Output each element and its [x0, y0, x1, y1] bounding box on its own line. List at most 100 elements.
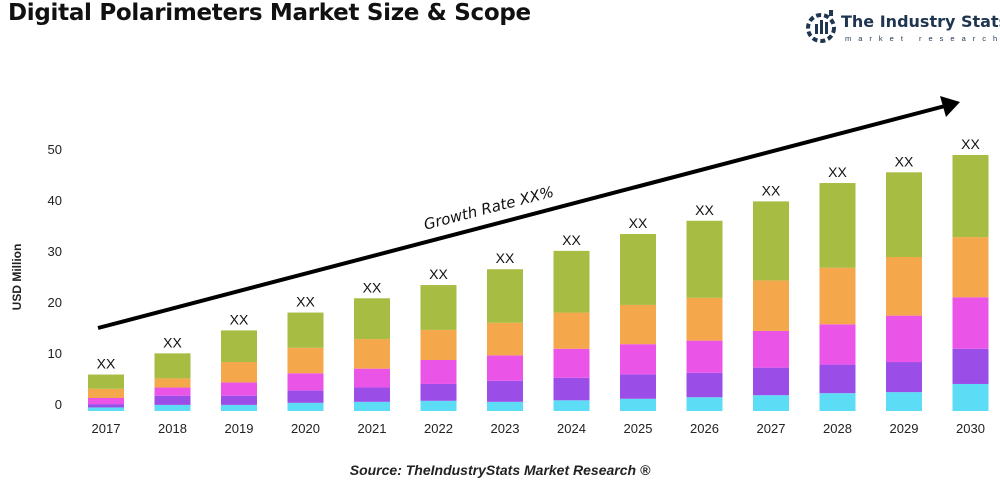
bar-segment [287, 402, 324, 411]
bar-segment [88, 374, 124, 389]
bar-segment [287, 347, 324, 374]
data-label: XX [762, 182, 781, 198]
x-tick-label: 2023 [491, 421, 520, 436]
bar-segment [88, 397, 124, 405]
bar-segment [287, 390, 324, 403]
bar-segment [354, 387, 390, 402]
data-label: XX [828, 164, 847, 180]
logo: The Industry Stats market research [805, 8, 1000, 48]
data-label: XX [629, 215, 648, 231]
x-tick-label: 2029 [890, 421, 919, 436]
bar-segment [886, 392, 922, 411]
bar-segment [487, 380, 523, 402]
y-tick-label: 10 [48, 346, 62, 361]
data-label: XX [230, 311, 249, 327]
page-title: Digital Polarimeters Market Size & Scope [8, 0, 531, 26]
bar-segment [221, 362, 257, 383]
bar-segment [354, 298, 390, 340]
bar-segment [420, 360, 457, 384]
growth-arrow [97, 96, 960, 330]
data-label: XX [363, 279, 382, 295]
data-label: XX [496, 250, 515, 266]
bar-segment [819, 364, 856, 394]
bar-segment [819, 393, 856, 411]
bar-segment [952, 237, 989, 298]
bar-segment [686, 372, 723, 398]
bar-segment [952, 154, 989, 238]
bar-segment [420, 383, 457, 401]
bar-segment [221, 395, 257, 405]
y-tick-label: 30 [48, 244, 62, 259]
bar-segment [221, 330, 257, 363]
bar-segment [553, 400, 590, 411]
bar-segment [354, 401, 390, 411]
bar-segment [886, 362, 922, 393]
x-tick-label: 2030 [956, 421, 985, 436]
bar-segment [620, 234, 656, 305]
logo-name: The Industry Stats [841, 12, 1000, 31]
bar-segment [221, 382, 257, 396]
bar-segment [952, 297, 989, 349]
bar-segment [553, 377, 590, 401]
y-axis-label: USD Million [10, 244, 24, 311]
x-tick-label: 2017 [92, 421, 121, 436]
bar-segment [819, 324, 856, 365]
bar-segment [753, 367, 789, 396]
bar-segment [886, 256, 922, 316]
x-tick-label: 2018 [158, 421, 187, 436]
data-label: XX [163, 334, 182, 350]
x-tick-label: 2025 [624, 421, 653, 436]
data-label: XX [695, 202, 714, 218]
bar-segment [753, 280, 789, 331]
y-tick-label: 0 [55, 397, 62, 412]
bar-segment [420, 329, 457, 360]
bar-segment [420, 285, 457, 330]
source-note: Source: TheIndustryStats Market Research… [349, 462, 651, 478]
bar-segment [753, 201, 789, 281]
data-label: XX [296, 294, 315, 310]
bar-segment [88, 407, 124, 411]
bar-segment [221, 404, 257, 411]
data-label: XX [562, 232, 581, 248]
bar-segment [553, 312, 590, 349]
bar-segment [819, 183, 856, 268]
bar-segment [154, 387, 191, 396]
bar-segment [620, 344, 656, 375]
bar-segment [487, 269, 523, 323]
bar-segment [154, 395, 191, 405]
bar-segment [753, 330, 789, 368]
bar-segment [753, 395, 789, 411]
bar-segment [686, 297, 723, 341]
bar-segment [88, 404, 124, 408]
bar-segment [886, 315, 922, 363]
bar-segment [686, 340, 723, 373]
data-label: XX [97, 356, 116, 372]
bar-segment [620, 398, 656, 411]
bar-segment [886, 172, 922, 257]
bar-segment [686, 397, 723, 411]
bar-segment [487, 401, 523, 411]
bar-segment [553, 250, 590, 313]
y-tick-label: 20 [48, 295, 62, 310]
bar-segment [354, 339, 390, 369]
data-label: XX [961, 136, 980, 152]
bar-segment [620, 304, 656, 345]
bar-segment [952, 383, 989, 411]
bar-segment [154, 404, 191, 411]
bar-segment [553, 348, 590, 378]
bar-segment [287, 312, 324, 348]
y-tick-label: 50 [48, 142, 62, 157]
bar-segment [88, 388, 124, 398]
bar-segment [487, 322, 523, 356]
bar-segment [354, 368, 390, 388]
x-tick-label: 2026 [690, 421, 719, 436]
bar-segment [487, 355, 523, 381]
x-tick-label: 2024 [557, 421, 586, 436]
x-tick-label: 2020 [291, 421, 320, 436]
x-tick-label: 2028 [823, 421, 852, 436]
logo-subtitle: market research [845, 34, 1000, 43]
bar-segment [154, 353, 191, 379]
bar-segment [686, 220, 723, 298]
logo-gear-icon [806, 10, 836, 43]
